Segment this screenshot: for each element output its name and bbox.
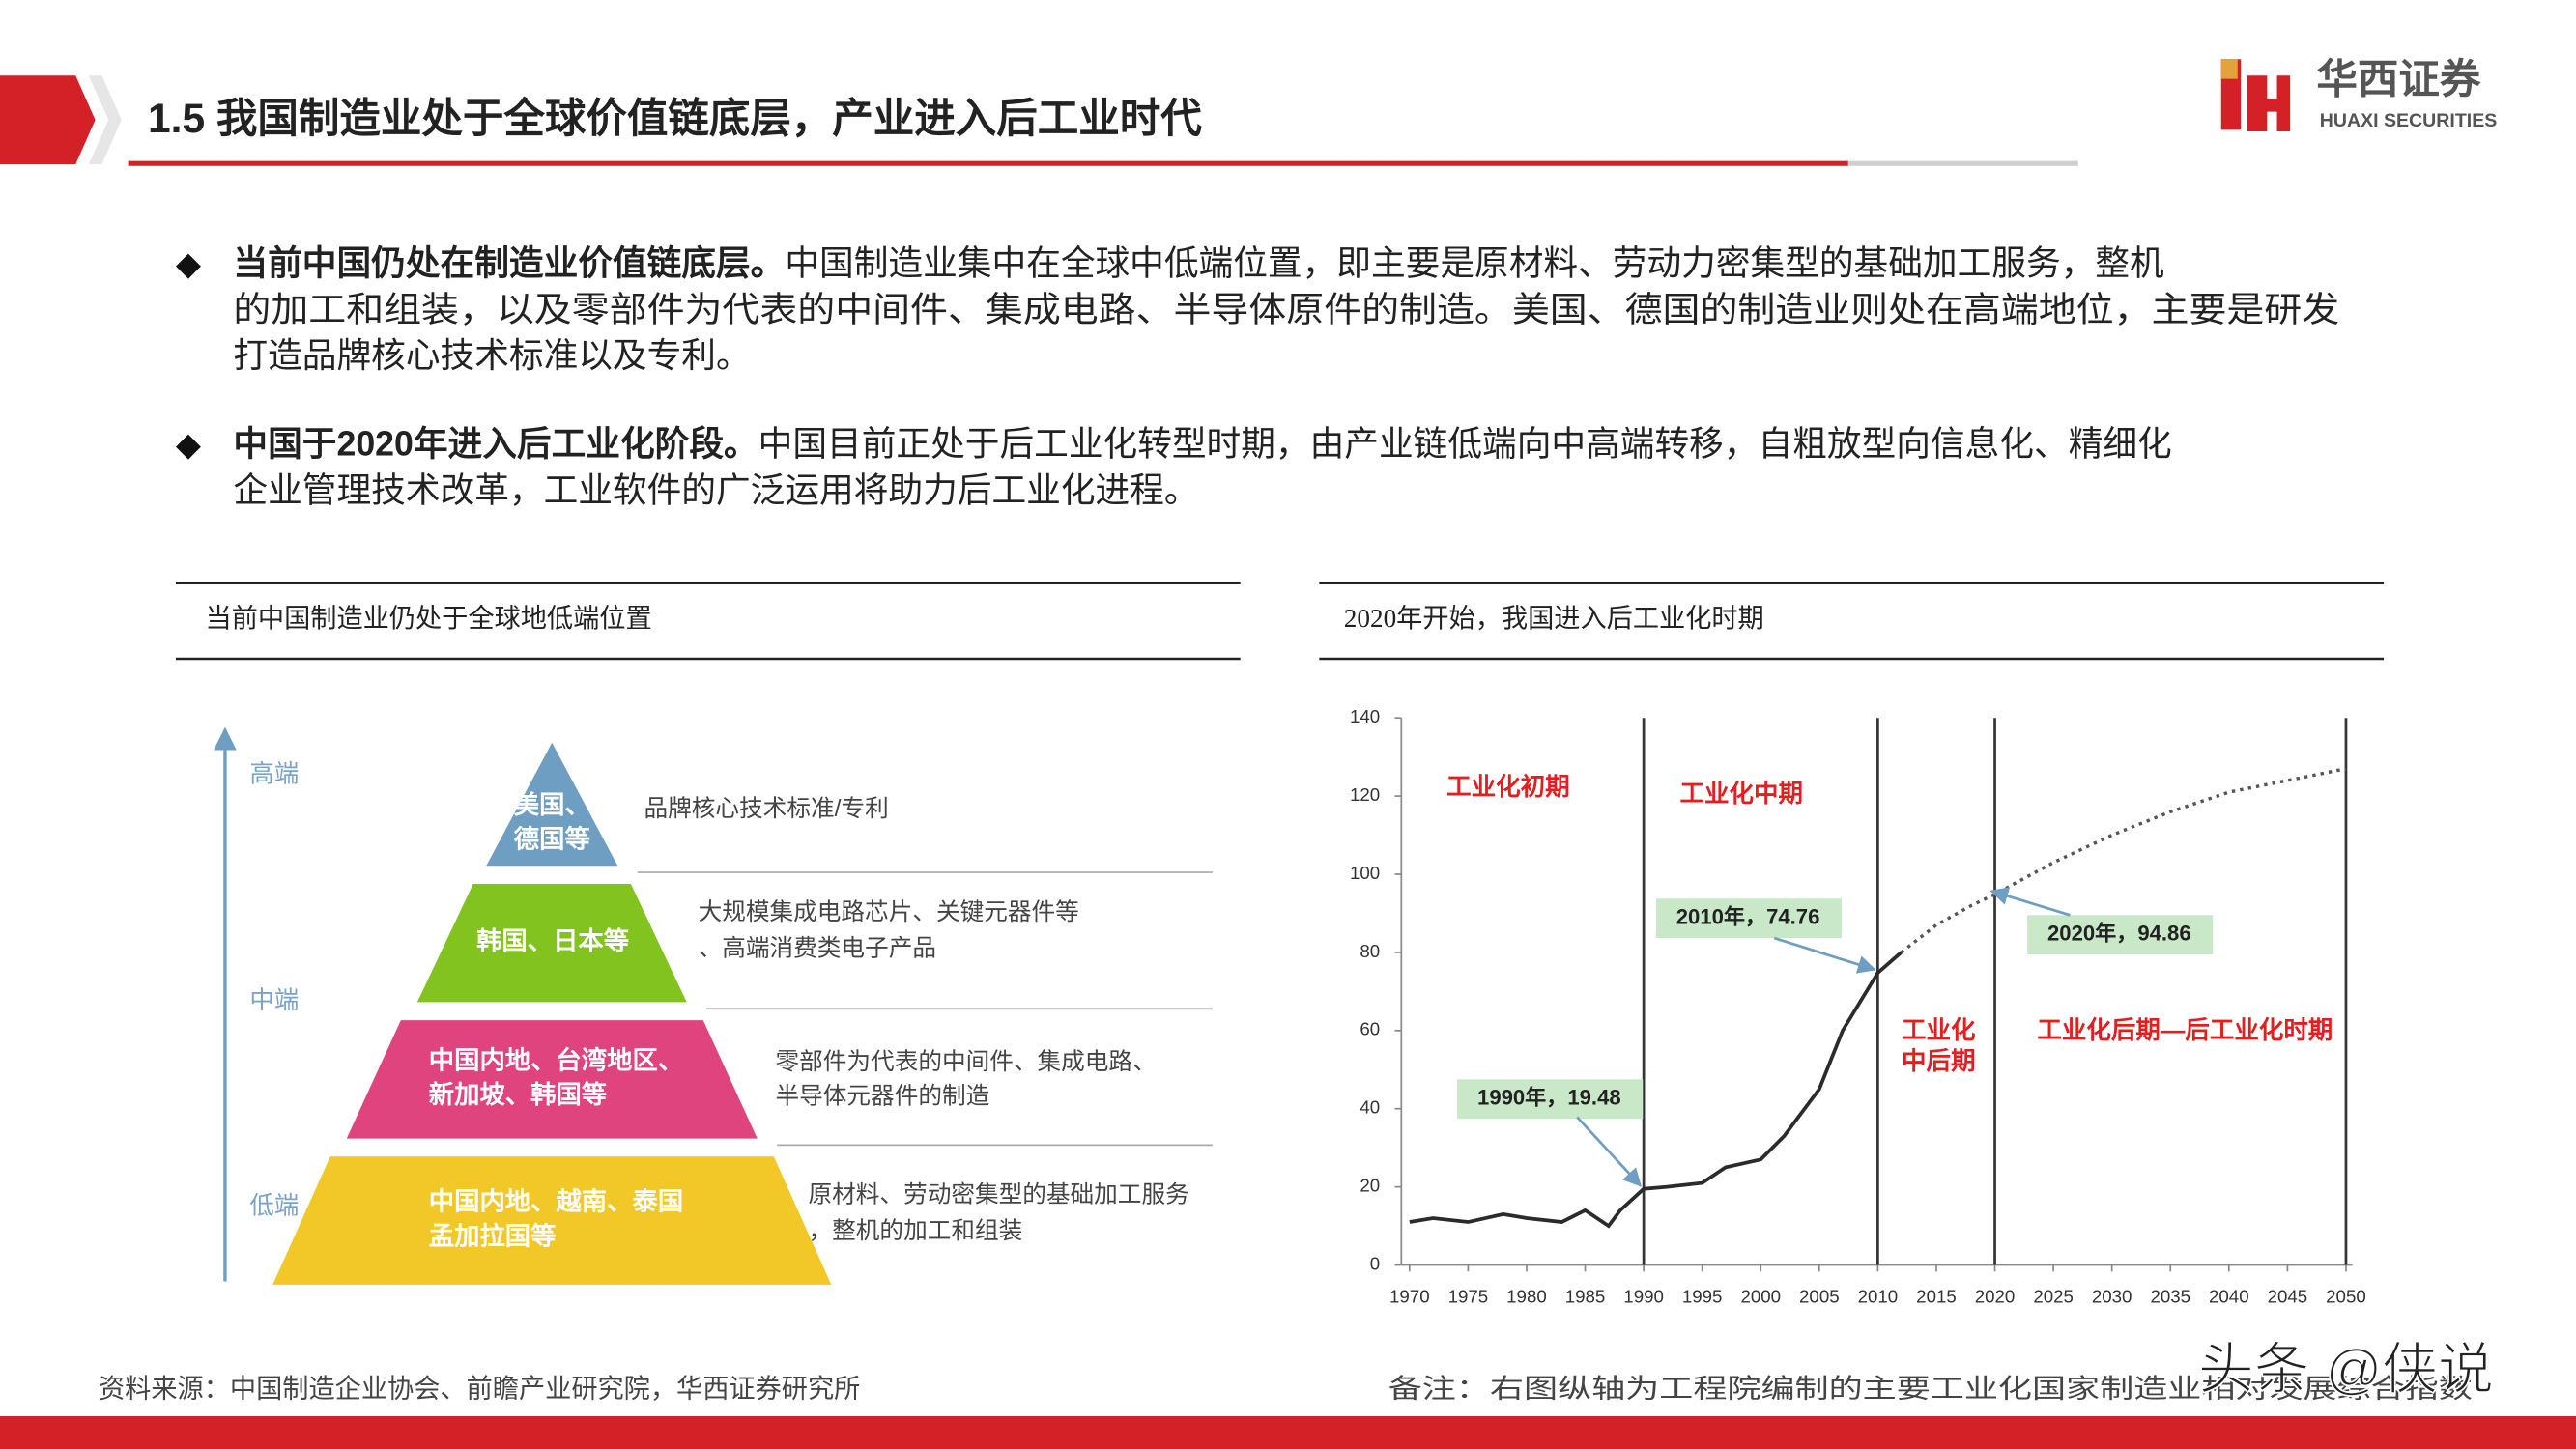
tier-label: 德国等 xyxy=(514,825,590,854)
pyramid-tier xyxy=(346,1020,758,1139)
x-tick-label: 2030 xyxy=(2092,1286,2132,1306)
y-tick-label: 20 xyxy=(1360,1176,1380,1196)
footer-source: 资料来源：中国制造企业协会、前瞻产业研究院，华西证券研究所 xyxy=(99,1375,860,1404)
right-caption: 2020年开始，我国进入后工业化时期 xyxy=(1344,604,1764,633)
tier-label: 孟加拉国等 xyxy=(429,1221,557,1250)
tier-label: 韩国、日本等 xyxy=(476,926,629,955)
header-rule-gray xyxy=(1847,160,2078,166)
header-rule xyxy=(128,160,1848,166)
footer-note: 备注：右图纵轴为工程院编制的主要工业化国家制造业相对发展综合指数 xyxy=(1388,1375,2473,1404)
x-tick-label: 1985 xyxy=(1565,1286,1606,1306)
x-tick-label: 2040 xyxy=(2209,1286,2249,1306)
x-tick-label: 1990 xyxy=(1623,1286,1664,1306)
tier-desc: 零部件为代表的中间件、集成电路、 xyxy=(776,1048,1157,1075)
annotation-box xyxy=(1655,898,1842,939)
slide-title: 1.5 我国制造业处于全球价值链底层，产业进入后工业时代 xyxy=(148,96,1202,142)
bullet-text: 中国制造业集中在全球中低端位置，即主要是原材料、劳动力密集型的基础加工服务，整机 xyxy=(785,244,2163,283)
y-tick-label: 60 xyxy=(1360,1019,1380,1039)
data-line xyxy=(1900,767,2347,954)
watermark: 头条 @侠说 xyxy=(2198,1339,2494,1401)
x-tick-label: 2020 xyxy=(1975,1286,2016,1306)
y-tick-label: 80 xyxy=(1360,941,1380,961)
x-tick-label: 2010 xyxy=(1858,1286,1899,1306)
header-tab xyxy=(0,75,96,165)
bullet-line: 企业管理技术改革，工业软件的广泛运用将助力后工业化进程。 xyxy=(233,471,1198,510)
level-label: 高端 xyxy=(249,760,299,787)
annotation: 1990年，19.48 xyxy=(1477,1086,1621,1110)
tier-desc: 大规模集成电路芯片、关键元器件等 xyxy=(699,898,1079,925)
x-tick-label: 2025 xyxy=(2033,1286,2074,1306)
data-line xyxy=(1409,951,1903,1229)
x-tick-label: 2005 xyxy=(1799,1286,1840,1306)
annotation-box xyxy=(2027,915,2214,955)
tier-desc: 半导体元器件的制造 xyxy=(776,1083,990,1110)
header-tab-shadow xyxy=(88,75,122,165)
phase-label: 中后期 xyxy=(1902,1048,1976,1075)
bullet-line: 打造品牌核心技术标准以及专利。 xyxy=(233,336,750,375)
logo-cn: 华西证券 xyxy=(2316,57,2480,102)
annotation: 2020年，94.86 xyxy=(2047,922,2191,946)
bullet-line: 的加工和组装，以及零部件为代表的中间件、集成电路、半导体原件的制造。美国、德国的… xyxy=(233,291,2339,329)
x-tick-label: 2015 xyxy=(1916,1286,1957,1306)
bullet-lead: 中国于2020年进入后工业化阶段。 xyxy=(233,425,758,464)
phase-label: 工业化后期—后工业化时期 xyxy=(2037,1017,2333,1044)
tier-desc: 品牌核心技术标准/专利 xyxy=(644,795,888,822)
y-tick-label: 0 xyxy=(1370,1253,1380,1273)
annotation-box xyxy=(1457,1079,1644,1120)
annotation-arrow xyxy=(1773,936,1876,974)
y-tick-label: 120 xyxy=(1350,784,1380,805)
tier-desc: 、高端消费类电子产品 xyxy=(699,935,936,962)
bullet-lead: 当前中国仍处在制造业价值链底层。 xyxy=(233,244,785,283)
pyramid-tier xyxy=(486,742,618,867)
phase-label: 工业化初期 xyxy=(1446,774,1569,801)
footer-bar xyxy=(0,1415,2576,1449)
y-tick-label: 140 xyxy=(1350,706,1380,726)
annotation-arrow xyxy=(1576,1116,1642,1187)
bullet-icon: ◆ xyxy=(176,427,202,464)
level-label: 低端 xyxy=(249,1193,299,1220)
left-caption: 当前中国制造业仍处于全球地低端位置 xyxy=(206,604,652,633)
phase-label: 工业化中期 xyxy=(1680,781,1803,808)
logo-mark xyxy=(2220,59,2291,132)
logo-en: HUAXI SECURITIES xyxy=(2320,110,2498,131)
bullet-line: 当前中国仍处在制造业价值链底层。中国制造业集中在全球中低端位置，即主要是原材料、… xyxy=(233,244,2163,283)
x-tick-label: 2035 xyxy=(2150,1286,2190,1306)
tier-label: 新加坡、韩国等 xyxy=(429,1080,607,1109)
x-tick-label: 2045 xyxy=(2268,1286,2308,1306)
y-tick-label: 100 xyxy=(1350,863,1380,883)
x-tick-label: 1995 xyxy=(1682,1286,1723,1306)
annotation-arrow xyxy=(1989,887,2071,917)
x-tick-label: 2000 xyxy=(1740,1286,1781,1306)
logo-accent xyxy=(2220,59,2238,79)
tier-label: 中国内地、台湾地区、 xyxy=(429,1045,683,1074)
x-tick-label: 1980 xyxy=(1506,1286,1547,1306)
bullet-line: 中国于2020年进入后工业化阶段。中国目前正处于后工业化转型时期，由产业链低端向… xyxy=(233,425,2171,464)
tier-label: 美国、 xyxy=(514,790,590,819)
tier-desc: ，整机的加工和组装 xyxy=(809,1217,1023,1244)
x-tick-label: 1970 xyxy=(1389,1286,1430,1306)
x-tick-label: 2050 xyxy=(2326,1286,2366,1306)
phase-label: 工业化 xyxy=(1902,1017,1976,1044)
y-tick-label: 40 xyxy=(1360,1097,1380,1118)
x-tick-label: 1975 xyxy=(1448,1286,1489,1306)
level-label: 中端 xyxy=(249,987,299,1014)
tier-desc: 原材料、劳动密集型的基础加工服务 xyxy=(809,1181,1189,1208)
tier-label: 中国内地、越南、泰国 xyxy=(429,1187,683,1216)
bullet-text: 中国目前正处于后工业化转型时期，由产业链低端向中高端转移，自粗放型向信息化、精细… xyxy=(758,425,2172,464)
bullet-icon: ◆ xyxy=(176,245,202,282)
annotation: 2010年，74.76 xyxy=(1676,905,1820,929)
pyramid-tier xyxy=(272,1156,832,1285)
pyramid-tier xyxy=(416,883,687,1003)
